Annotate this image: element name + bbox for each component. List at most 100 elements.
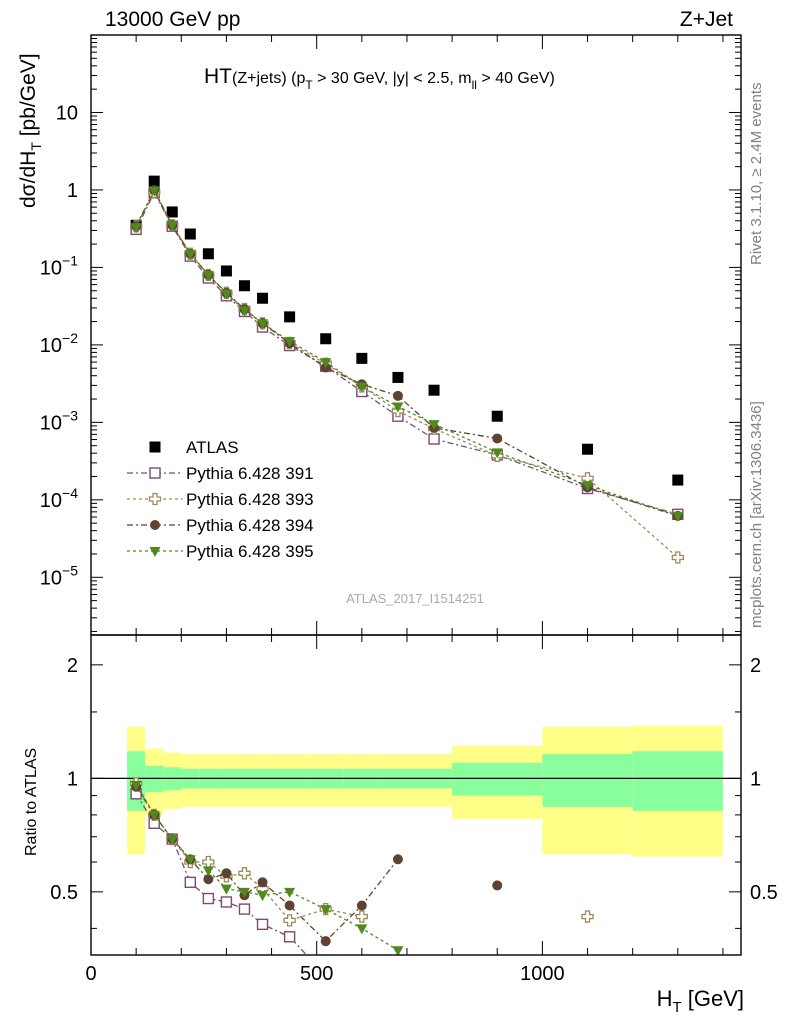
lower-panel-frame <box>90 634 742 956</box>
upper-data-point <box>428 420 440 431</box>
legend-marker <box>149 467 161 479</box>
upper-data-point <box>238 280 250 292</box>
legend-marker <box>149 547 161 557</box>
legend-entry: ATLAS <box>149 438 239 457</box>
ratio-data-point <box>238 867 251 880</box>
lower-ytick-label: 1 <box>67 768 78 790</box>
upper-series-line <box>135 191 678 515</box>
upper-data-point <box>220 265 232 277</box>
legend-entry: Pythia 6.428 393 <box>127 490 314 509</box>
xtick-label: 0 <box>85 963 96 985</box>
upper-yaxis-label-post: [pb/GeV] <box>17 53 40 142</box>
upper-ytick-label: 10 <box>56 102 78 124</box>
upper-ytick-label-base: 10 <box>40 335 62 357</box>
upper-data-point <box>202 248 214 260</box>
upper-ytick-label: 10−3 <box>40 407 78 434</box>
header-energy: 13000 GeV pp <box>105 8 240 31</box>
ratio-data-point <box>202 855 215 869</box>
upper-data-point <box>284 311 296 323</box>
upper-yaxis-label-sub: T <box>28 142 44 151</box>
legend-label: ATLAS <box>186 438 239 457</box>
legend-entry: Pythia 6.428 394 <box>127 516 314 535</box>
upper-ytick-label-exp: −4 <box>62 485 78 501</box>
upper-data-point <box>428 384 440 396</box>
ratio-data-point <box>257 877 268 888</box>
plot-title-sub-t: T <box>305 78 313 92</box>
lower-ytick-label-right: 0.5 <box>750 882 778 904</box>
band-inner-segment <box>632 751 723 811</box>
upper-data-point <box>148 186 160 197</box>
upper-data-point <box>184 249 196 260</box>
upper-ytick-label: 10−1 <box>40 252 78 279</box>
upper-yaxis-label: dσ/dHT [pb/GeV] <box>17 53 44 208</box>
legend-label: Pythia 6.428 395 <box>186 542 314 561</box>
ratio-series-line <box>135 784 399 951</box>
legend-label: Pythia 6.428 393 <box>186 490 314 509</box>
legend-label: Pythia 6.428 394 <box>186 516 314 535</box>
upper-data-point <box>392 371 404 383</box>
upper-ytick-label-exp: −2 <box>62 330 78 346</box>
xaxis-label-sub: T <box>672 999 681 1016</box>
ratio-data-point <box>130 781 142 792</box>
upper-data-point <box>257 292 269 304</box>
upper-data-point <box>672 511 684 522</box>
upper-series-0 <box>130 175 684 486</box>
legend-marker <box>150 520 160 530</box>
lower-ytick-label-right: 2 <box>750 655 761 677</box>
lower-panel-series <box>129 777 594 955</box>
upper-data-point <box>491 448 503 459</box>
ratio-data-point <box>203 874 214 885</box>
upper-yaxis-label-pre: dσ/dH <box>17 151 40 208</box>
upper-ytick-label: 10−5 <box>40 562 78 589</box>
ratio-data-point <box>221 868 232 879</box>
upper-series-line <box>135 190 679 559</box>
upper-data-point <box>148 175 160 187</box>
upper-data-point <box>672 474 684 486</box>
ratio-data-point <box>392 854 403 865</box>
legend-label: Pythia 6.428 391 <box>186 464 314 483</box>
ratio-data-point <box>238 903 251 915</box>
upper-data-point <box>184 228 196 240</box>
lower-panel-axes: 0.5 0.5 1 1 2 2 0 500 1000 <box>50 635 778 985</box>
header-process: Z+Jet <box>680 8 733 31</box>
ratio-uncertainty-band <box>91 725 741 857</box>
rivet-label: Rivet 3.1.10, ≥ 2.4M events <box>748 83 765 266</box>
ratio-data-point <box>320 936 331 947</box>
upper-ytick-label: 1 <box>67 180 78 202</box>
upper-data-point <box>320 333 332 345</box>
ratio-data-point <box>284 887 296 898</box>
upper-data-point <box>582 443 594 455</box>
upper-data-point <box>492 433 503 444</box>
upper-ytick-label-base: 10 <box>56 102 78 124</box>
ratio-data-point <box>202 866 214 877</box>
upper-data-point <box>130 223 142 234</box>
ratio-data-point <box>257 891 269 902</box>
legend-marker <box>149 441 161 453</box>
lower-ytick-label: 2 <box>67 655 78 677</box>
ratio-data-point <box>356 900 367 911</box>
analysis-id: ATLAS_2017_I1514251 <box>346 591 484 606</box>
ratio-data-point <box>166 835 178 846</box>
plot-title-sub-mid: > 30 GeV, |y| < 2.5, m <box>313 70 472 87</box>
plot-title-sub: (Z+jets) (p <box>232 70 305 87</box>
ratio-data-point <box>284 900 295 911</box>
lower-yaxis-label: Ratio to ATLAS <box>23 748 40 856</box>
ratio-data-point <box>238 887 250 898</box>
ratio-data-point <box>148 810 160 821</box>
ratio-data-point <box>283 931 296 943</box>
upper-data-point <box>202 270 214 281</box>
plot-title: HT(Z+jets) (pT > 30 GeV, |y| < 2.5, mll … <box>204 65 555 92</box>
ratio-data-point <box>283 914 296 927</box>
ratio-data-point <box>184 855 196 866</box>
upper-series-line <box>135 188 679 517</box>
upper-data-point <box>582 481 594 492</box>
ratio-data-point <box>356 924 368 935</box>
ratio-series-line <box>135 793 308 955</box>
lower-ytick-label: 0.5 <box>50 882 78 904</box>
upper-data-point <box>356 352 368 364</box>
legend: ATLAS Pythia 6.428 391 Pythia 6.428 393 Pyt… <box>127 438 314 561</box>
upper-ytick-label-base: 1 <box>67 180 78 202</box>
legend-marker <box>148 492 162 506</box>
plot-title-sub-end: > 40 GeV) <box>477 70 555 87</box>
